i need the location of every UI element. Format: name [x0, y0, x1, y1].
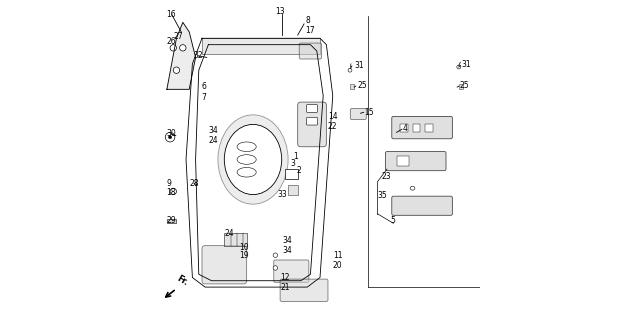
Text: 12: 12	[280, 273, 290, 282]
FancyBboxPatch shape	[274, 260, 309, 282]
Text: 34: 34	[209, 126, 218, 135]
Circle shape	[273, 266, 278, 270]
Text: 9: 9	[166, 179, 171, 188]
Text: 32: 32	[193, 51, 203, 60]
Text: 24: 24	[209, 136, 218, 145]
Text: 15: 15	[365, 108, 374, 117]
FancyBboxPatch shape	[307, 117, 317, 125]
Text: 17: 17	[306, 26, 316, 35]
Text: 13: 13	[275, 7, 285, 16]
Circle shape	[348, 68, 352, 72]
Text: 10: 10	[239, 243, 248, 252]
Ellipse shape	[218, 115, 288, 204]
Text: 8: 8	[306, 16, 310, 25]
Text: 31: 31	[461, 60, 470, 69]
Text: 25: 25	[357, 81, 367, 90]
Text: 35: 35	[378, 191, 387, 200]
FancyBboxPatch shape	[350, 108, 366, 120]
Circle shape	[165, 132, 175, 142]
FancyBboxPatch shape	[307, 105, 317, 112]
FancyBboxPatch shape	[202, 246, 246, 284]
Text: 14: 14	[328, 112, 338, 121]
FancyBboxPatch shape	[280, 279, 328, 301]
Polygon shape	[202, 38, 320, 54]
Bar	[425, 124, 433, 132]
Text: 20: 20	[333, 261, 342, 270]
FancyBboxPatch shape	[392, 116, 452, 139]
Text: 11: 11	[333, 251, 342, 260]
Circle shape	[457, 65, 461, 69]
Circle shape	[273, 253, 278, 257]
FancyBboxPatch shape	[300, 43, 321, 59]
Text: 26: 26	[166, 37, 176, 46]
Text: 18: 18	[166, 189, 176, 197]
Text: 6: 6	[202, 82, 206, 91]
Text: 23: 23	[382, 172, 392, 181]
Circle shape	[170, 45, 177, 51]
Bar	[397, 156, 410, 166]
Bar	[285, 169, 298, 179]
Text: 21: 21	[280, 283, 290, 292]
Text: 27: 27	[173, 32, 183, 41]
Ellipse shape	[410, 186, 415, 190]
FancyBboxPatch shape	[392, 196, 452, 215]
Text: 7: 7	[202, 93, 206, 102]
Text: 19: 19	[239, 251, 248, 260]
Text: 25: 25	[460, 81, 469, 90]
Bar	[224, 233, 246, 246]
Text: 22: 22	[328, 122, 337, 130]
Bar	[288, 185, 298, 195]
FancyBboxPatch shape	[298, 102, 326, 147]
Text: 34: 34	[283, 236, 292, 245]
Text: 3: 3	[291, 159, 296, 168]
Bar	[350, 84, 354, 89]
Circle shape	[168, 136, 172, 139]
Text: 5: 5	[390, 216, 395, 225]
Circle shape	[173, 67, 180, 73]
FancyBboxPatch shape	[385, 152, 446, 171]
Bar	[413, 124, 420, 132]
Text: 4: 4	[403, 124, 408, 133]
Text: 24: 24	[224, 229, 234, 238]
Text: 29: 29	[166, 216, 176, 225]
Text: 28: 28	[190, 179, 199, 188]
Text: 30: 30	[166, 130, 176, 138]
Text: 33: 33	[277, 190, 287, 199]
Polygon shape	[167, 22, 196, 89]
Text: 2: 2	[297, 166, 301, 175]
Text: 1: 1	[293, 152, 298, 161]
Text: 34: 34	[283, 246, 292, 255]
Text: 31: 31	[354, 61, 364, 70]
Bar	[167, 219, 177, 223]
Text: Fr.: Fr.	[175, 274, 189, 287]
Bar	[400, 124, 408, 132]
Bar	[459, 84, 463, 89]
Circle shape	[170, 188, 177, 195]
Ellipse shape	[224, 124, 282, 195]
Circle shape	[180, 45, 186, 51]
Text: 16: 16	[166, 10, 176, 19]
